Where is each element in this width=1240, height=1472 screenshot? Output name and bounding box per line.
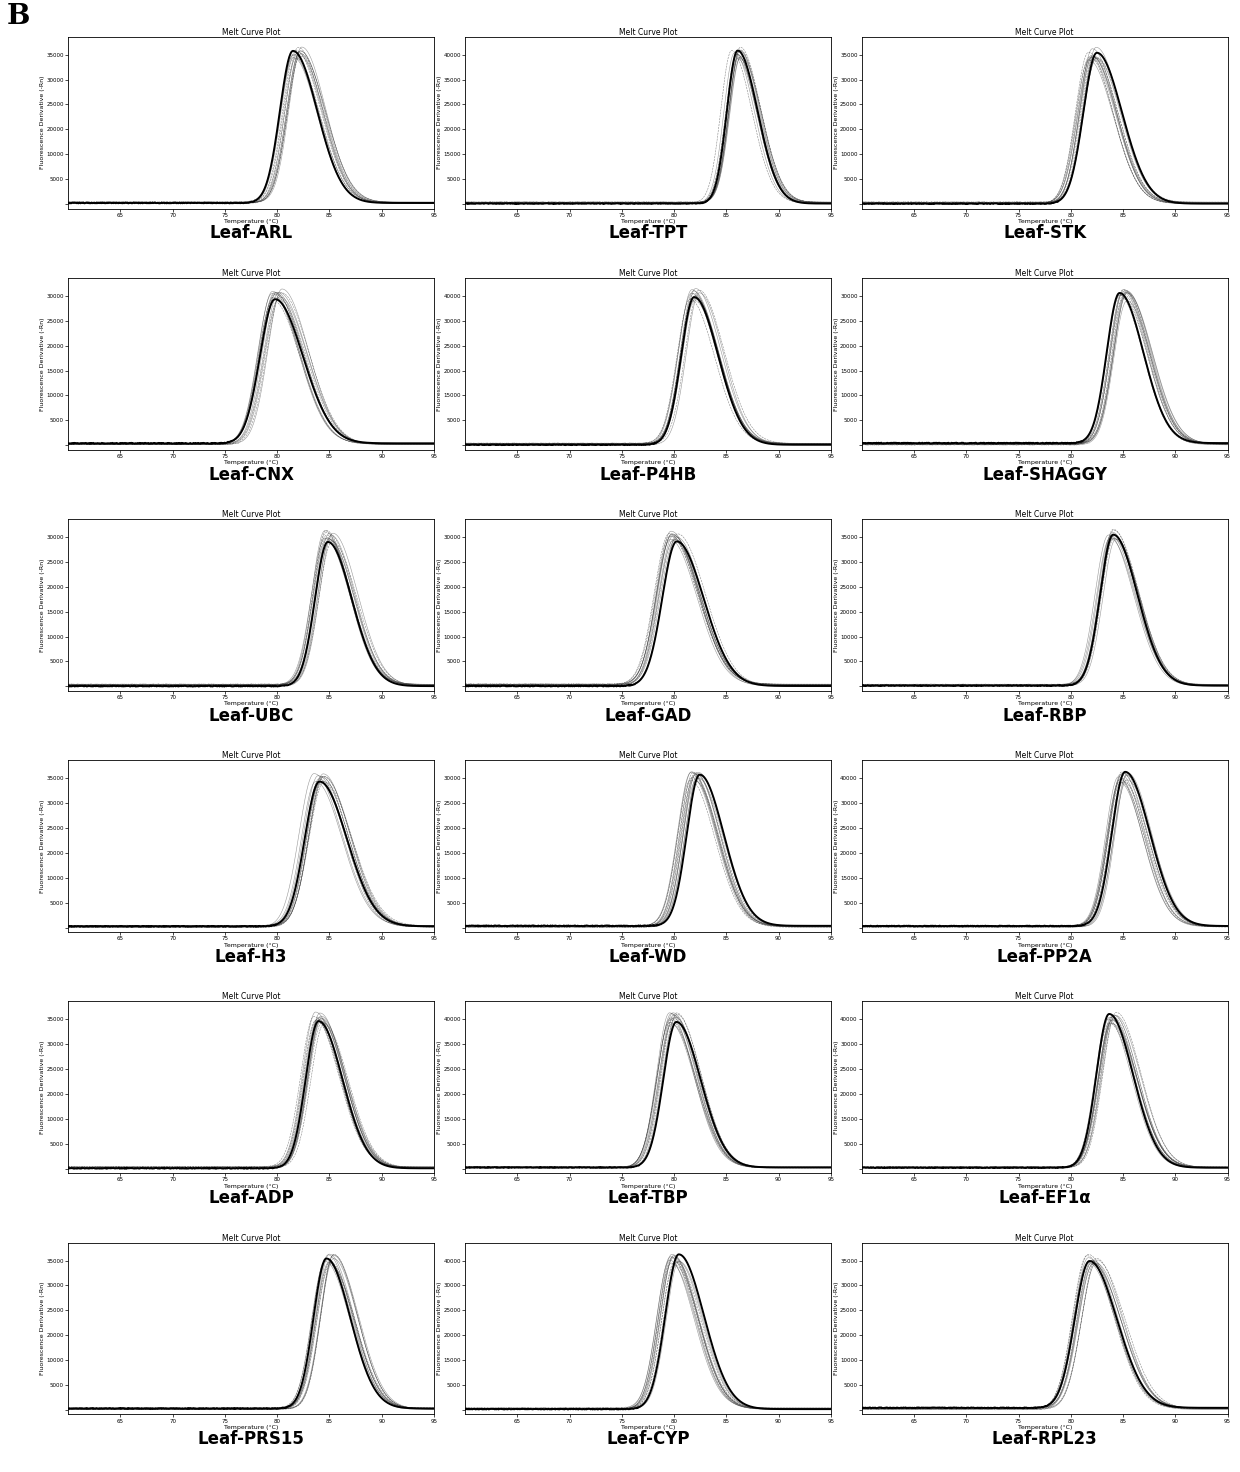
Title: Melt Curve Plot: Melt Curve Plot <box>222 1234 280 1242</box>
X-axis label: Temperature (°C): Temperature (°C) <box>1018 461 1071 465</box>
Text: Leaf-P4HB: Leaf-P4HB <box>599 465 697 484</box>
X-axis label: Temperature (°C): Temperature (°C) <box>224 702 278 707</box>
Text: Leaf-SHAGGY: Leaf-SHAGGY <box>982 465 1107 484</box>
Text: Leaf-RBP: Leaf-RBP <box>1002 707 1087 724</box>
X-axis label: Temperature (°C): Temperature (°C) <box>224 219 278 224</box>
X-axis label: Temperature (°C): Temperature (°C) <box>224 1425 278 1429</box>
Y-axis label: Fluorescence Derivative (-Rn): Fluorescence Derivative (-Rn) <box>436 77 441 169</box>
Text: Leaf-STK: Leaf-STK <box>1003 224 1086 243</box>
Text: Leaf-TPT: Leaf-TPT <box>608 224 688 243</box>
Y-axis label: Fluorescence Derivative (-Rn): Fluorescence Derivative (-Rn) <box>40 1041 45 1133</box>
Y-axis label: Fluorescence Derivative (-Rn): Fluorescence Derivative (-Rn) <box>833 316 838 411</box>
Y-axis label: Fluorescence Derivative (-Rn): Fluorescence Derivative (-Rn) <box>436 799 441 894</box>
Y-axis label: Fluorescence Derivative (-Rn): Fluorescence Derivative (-Rn) <box>40 799 45 894</box>
Text: Leaf-RPL23: Leaf-RPL23 <box>992 1431 1097 1448</box>
Text: Leaf-CYP: Leaf-CYP <box>606 1431 689 1448</box>
Title: Melt Curve Plot: Melt Curve Plot <box>1016 269 1074 278</box>
Title: Melt Curve Plot: Melt Curve Plot <box>222 992 280 1001</box>
X-axis label: Temperature (°C): Temperature (°C) <box>621 1425 675 1429</box>
Title: Melt Curve Plot: Melt Curve Plot <box>1016 992 1074 1001</box>
Y-axis label: Fluorescence Derivative (-Rn): Fluorescence Derivative (-Rn) <box>436 1282 441 1375</box>
X-axis label: Temperature (°C): Temperature (°C) <box>1018 1183 1071 1189</box>
Y-axis label: Fluorescence Derivative (-Rn): Fluorescence Derivative (-Rn) <box>40 316 45 411</box>
Y-axis label: Fluorescence Derivative (-Rn): Fluorescence Derivative (-Rn) <box>436 316 441 411</box>
Y-axis label: Fluorescence Derivative (-Rn): Fluorescence Derivative (-Rn) <box>40 558 45 652</box>
Text: Leaf-TBP: Leaf-TBP <box>608 1189 688 1207</box>
Y-axis label: Fluorescence Derivative (-Rn): Fluorescence Derivative (-Rn) <box>40 1282 45 1375</box>
X-axis label: Temperature (°C): Temperature (°C) <box>621 1183 675 1189</box>
Y-axis label: Fluorescence Derivative (-Rn): Fluorescence Derivative (-Rn) <box>833 799 838 894</box>
X-axis label: Temperature (°C): Temperature (°C) <box>224 942 278 948</box>
X-axis label: Temperature (°C): Temperature (°C) <box>1018 702 1071 707</box>
Title: Melt Curve Plot: Melt Curve Plot <box>222 28 280 37</box>
Text: Leaf-PP2A: Leaf-PP2A <box>997 948 1092 966</box>
X-axis label: Temperature (°C): Temperature (°C) <box>621 702 675 707</box>
Text: Leaf-UBC: Leaf-UBC <box>208 707 294 724</box>
Y-axis label: Fluorescence Derivative (-Rn): Fluorescence Derivative (-Rn) <box>833 1282 838 1375</box>
X-axis label: Temperature (°C): Temperature (°C) <box>1018 1425 1071 1429</box>
X-axis label: Temperature (°C): Temperature (°C) <box>224 1183 278 1189</box>
X-axis label: Temperature (°C): Temperature (°C) <box>621 942 675 948</box>
Y-axis label: Fluorescence Derivative (-Rn): Fluorescence Derivative (-Rn) <box>436 558 441 652</box>
Text: Leaf-H3: Leaf-H3 <box>215 948 288 966</box>
Text: Leaf-GAD: Leaf-GAD <box>604 707 692 724</box>
Title: Melt Curve Plot: Melt Curve Plot <box>1016 509 1074 520</box>
Text: Leaf-CNX: Leaf-CNX <box>208 465 294 484</box>
Title: Melt Curve Plot: Melt Curve Plot <box>222 269 280 278</box>
Title: Melt Curve Plot: Melt Curve Plot <box>619 269 677 278</box>
Text: B: B <box>6 3 30 29</box>
Title: Melt Curve Plot: Melt Curve Plot <box>619 28 677 37</box>
Title: Melt Curve Plot: Melt Curve Plot <box>619 1234 677 1242</box>
Text: Leaf-WD: Leaf-WD <box>609 948 687 966</box>
Text: Leaf-PRS15: Leaf-PRS15 <box>197 1431 305 1448</box>
Text: Leaf-ARL: Leaf-ARL <box>210 224 293 243</box>
Text: Leaf-EF1α: Leaf-EF1α <box>998 1189 1091 1207</box>
Title: Melt Curve Plot: Melt Curve Plot <box>619 509 677 520</box>
Title: Melt Curve Plot: Melt Curve Plot <box>619 992 677 1001</box>
Y-axis label: Fluorescence Derivative (-Rn): Fluorescence Derivative (-Rn) <box>833 77 838 169</box>
Title: Melt Curve Plot: Melt Curve Plot <box>222 751 280 760</box>
Y-axis label: Fluorescence Derivative (-Rn): Fluorescence Derivative (-Rn) <box>833 1041 838 1133</box>
X-axis label: Temperature (°C): Temperature (°C) <box>1018 219 1071 224</box>
Y-axis label: Fluorescence Derivative (-Rn): Fluorescence Derivative (-Rn) <box>40 77 45 169</box>
Title: Melt Curve Plot: Melt Curve Plot <box>222 509 280 520</box>
X-axis label: Temperature (°C): Temperature (°C) <box>224 461 278 465</box>
Title: Melt Curve Plot: Melt Curve Plot <box>619 751 677 760</box>
Text: Leaf-ADP: Leaf-ADP <box>208 1189 294 1207</box>
Title: Melt Curve Plot: Melt Curve Plot <box>1016 751 1074 760</box>
Title: Melt Curve Plot: Melt Curve Plot <box>1016 28 1074 37</box>
X-axis label: Temperature (°C): Temperature (°C) <box>621 219 675 224</box>
X-axis label: Temperature (°C): Temperature (°C) <box>1018 942 1071 948</box>
X-axis label: Temperature (°C): Temperature (°C) <box>621 461 675 465</box>
Y-axis label: Fluorescence Derivative (-Rn): Fluorescence Derivative (-Rn) <box>436 1041 441 1133</box>
Title: Melt Curve Plot: Melt Curve Plot <box>1016 1234 1074 1242</box>
Y-axis label: Fluorescence Derivative (-Rn): Fluorescence Derivative (-Rn) <box>833 558 838 652</box>
